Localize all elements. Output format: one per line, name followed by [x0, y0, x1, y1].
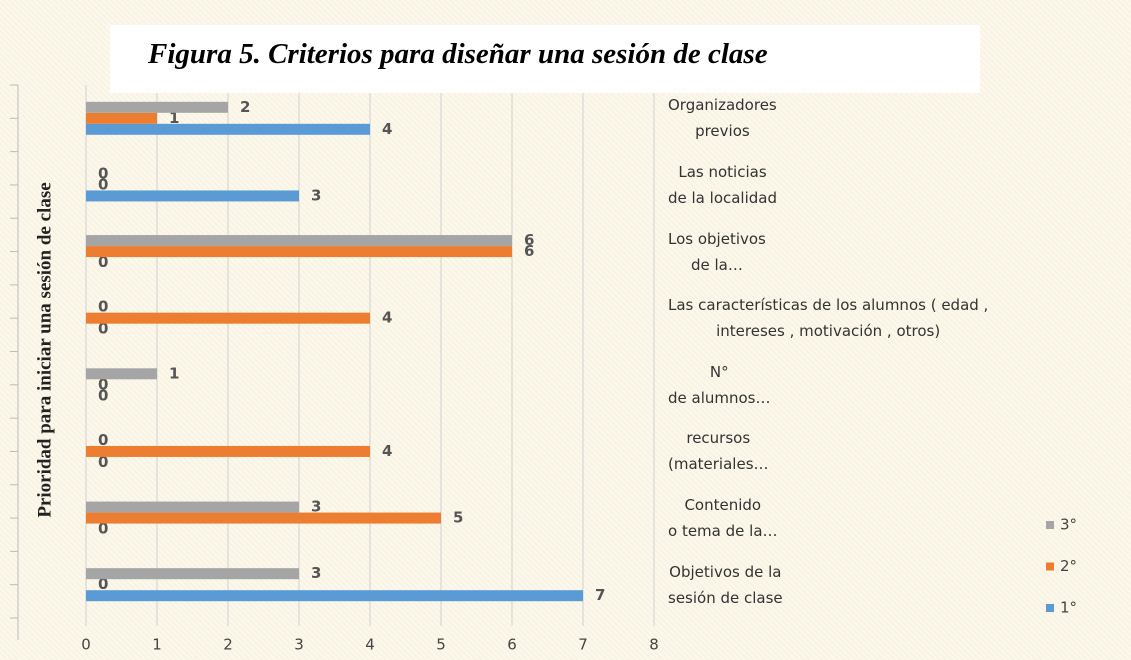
category-label: N° de alumnos…	[668, 362, 771, 407]
x-tick-label: 2	[223, 636, 233, 654]
data-label: 0	[98, 298, 108, 316]
bar	[86, 501, 299, 513]
category-label: Las noticias de la localidad	[668, 162, 777, 207]
data-label: 1	[169, 109, 179, 127]
data-label: 2	[240, 98, 250, 116]
y-axis-title: Prioridad para iniciar una sesión de cla…	[34, 182, 55, 517]
x-tick-label: 8	[649, 636, 659, 654]
bar	[86, 246, 512, 258]
bar	[86, 590, 583, 602]
x-tick-label: 3	[294, 636, 304, 654]
chart-title: Figura 5. Criterios para diseñar una ses…	[110, 25, 980, 93]
legend-label: 3°	[1060, 516, 1077, 534]
category-label: Contenido o tema de la…	[668, 496, 778, 541]
category-label: Las características de los alumnos ( eda…	[668, 296, 989, 341]
category-label: recursos (materiales…	[668, 429, 769, 474]
data-label: 4	[382, 120, 392, 138]
data-label: 3	[311, 564, 321, 582]
legend-swatch	[1046, 562, 1054, 571]
data-label: 0	[98, 453, 108, 471]
data-label: 6	[524, 231, 534, 249]
bar	[86, 312, 370, 324]
data-label: 4	[382, 309, 392, 327]
legend-label: 2°	[1060, 557, 1077, 575]
legend-swatch	[1046, 521, 1054, 529]
x-tick-label: 0	[81, 636, 91, 654]
bar	[86, 368, 157, 380]
data-label: 0	[98, 431, 108, 449]
bar	[86, 512, 441, 524]
bar	[86, 112, 157, 124]
bar	[86, 568, 299, 580]
x-tick-label: 4	[365, 636, 375, 654]
data-label: 4	[382, 442, 392, 460]
data-label: 7	[595, 586, 605, 604]
data-label: 0	[98, 164, 108, 182]
legend-label: 1°	[1060, 599, 1077, 617]
data-label: 1	[169, 364, 179, 382]
bar	[86, 445, 370, 457]
data-label: 6	[524, 242, 534, 260]
bar	[86, 190, 299, 202]
category-label: Los objetivos de la…	[668, 229, 766, 274]
category-label: Objetivos de la sesión de clase	[668, 562, 783, 607]
legend-swatch	[1046, 604, 1054, 612]
data-label: 0	[98, 320, 108, 338]
data-label: 0	[98, 575, 108, 593]
category-label: Organizadores previos	[668, 96, 777, 141]
data-label: 0	[98, 386, 108, 404]
data-label: 0	[98, 520, 108, 538]
data-label: 3	[311, 186, 321, 204]
bar	[86, 123, 370, 135]
x-tick-label: 6	[507, 636, 517, 654]
x-tick-label: 5	[436, 636, 446, 654]
bar	[86, 101, 228, 113]
data-label: 0	[98, 375, 108, 393]
bar	[86, 235, 512, 247]
data-label: 3	[311, 498, 321, 516]
data-label: 0	[98, 253, 108, 271]
x-tick-label: 7	[578, 636, 588, 654]
data-label: 5	[453, 509, 463, 527]
data-label: 0	[98, 175, 108, 193]
x-tick-label: 1	[152, 636, 162, 654]
